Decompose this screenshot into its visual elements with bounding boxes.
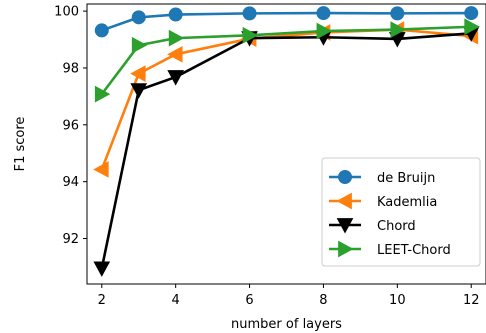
y-tick-label: 98: [62, 61, 79, 76]
data-point: [130, 65, 146, 82]
y-axis-label: F1 score: [13, 117, 28, 172]
data-point: [93, 161, 109, 178]
y-tick-label: 94: [62, 175, 79, 190]
y-axis: 92 94 96 98 100: [54, 5, 87, 247]
legend-label: de Bruijn: [377, 171, 435, 186]
series-de-bruijn: [94, 6, 479, 38]
legend: de Bruijn Kademlia Chord LEET-Chord: [321, 157, 481, 267]
legend-marker: [338, 170, 352, 184]
series-leet-chord: [94, 18, 480, 103]
data-point: [93, 261, 111, 277]
legend-item: Kademlia: [329, 192, 437, 210]
data-point: [94, 85, 111, 103]
x-axis: 2 4 6 8 10 12: [98, 284, 480, 308]
x-axis-label: number of layers: [231, 317, 342, 332]
axes-frame: [86, 3, 486, 285]
data-point: [130, 83, 148, 99]
data-point: [316, 6, 331, 21]
data-point: [390, 6, 405, 21]
legend-item: LEET-Chord: [329, 240, 451, 258]
legend-marker: [336, 218, 354, 234]
x-tick-label: 12: [463, 293, 480, 308]
legend-label: LEET-Chord: [377, 243, 451, 258]
legend-label: Kademlia: [377, 195, 437, 210]
x-tick-label: 8: [319, 293, 327, 308]
y-tick-label: 96: [62, 118, 79, 133]
legend-item: de Bruijn: [329, 170, 435, 186]
x-tick-label: 4: [172, 293, 180, 308]
x-tick-label: 6: [245, 293, 253, 308]
data-point: [131, 36, 148, 54]
data-point: [168, 7, 183, 22]
data-point: [316, 22, 332, 40]
plot-area: [93, 6, 480, 277]
legend-label: Chord: [377, 219, 416, 234]
data-point: [464, 18, 480, 36]
data-point: [390, 21, 406, 38]
data-point: [464, 6, 479, 21]
data-point: [167, 45, 183, 63]
y-tick-label: 100: [54, 5, 79, 20]
data-point: [94, 23, 109, 38]
data-point: [168, 29, 185, 47]
data-point: [242, 6, 257, 21]
legend-item: Chord: [329, 218, 416, 234]
x-tick-label: 10: [389, 293, 406, 308]
legend-frame: [321, 157, 481, 267]
y-tick-label: 92: [62, 232, 79, 247]
legend-marker: [338, 240, 354, 258]
x-tick-label: 2: [98, 293, 106, 308]
data-point: [242, 26, 259, 44]
data-point: [167, 70, 185, 86]
data-point: [131, 10, 146, 25]
legend-marker: [336, 192, 352, 210]
